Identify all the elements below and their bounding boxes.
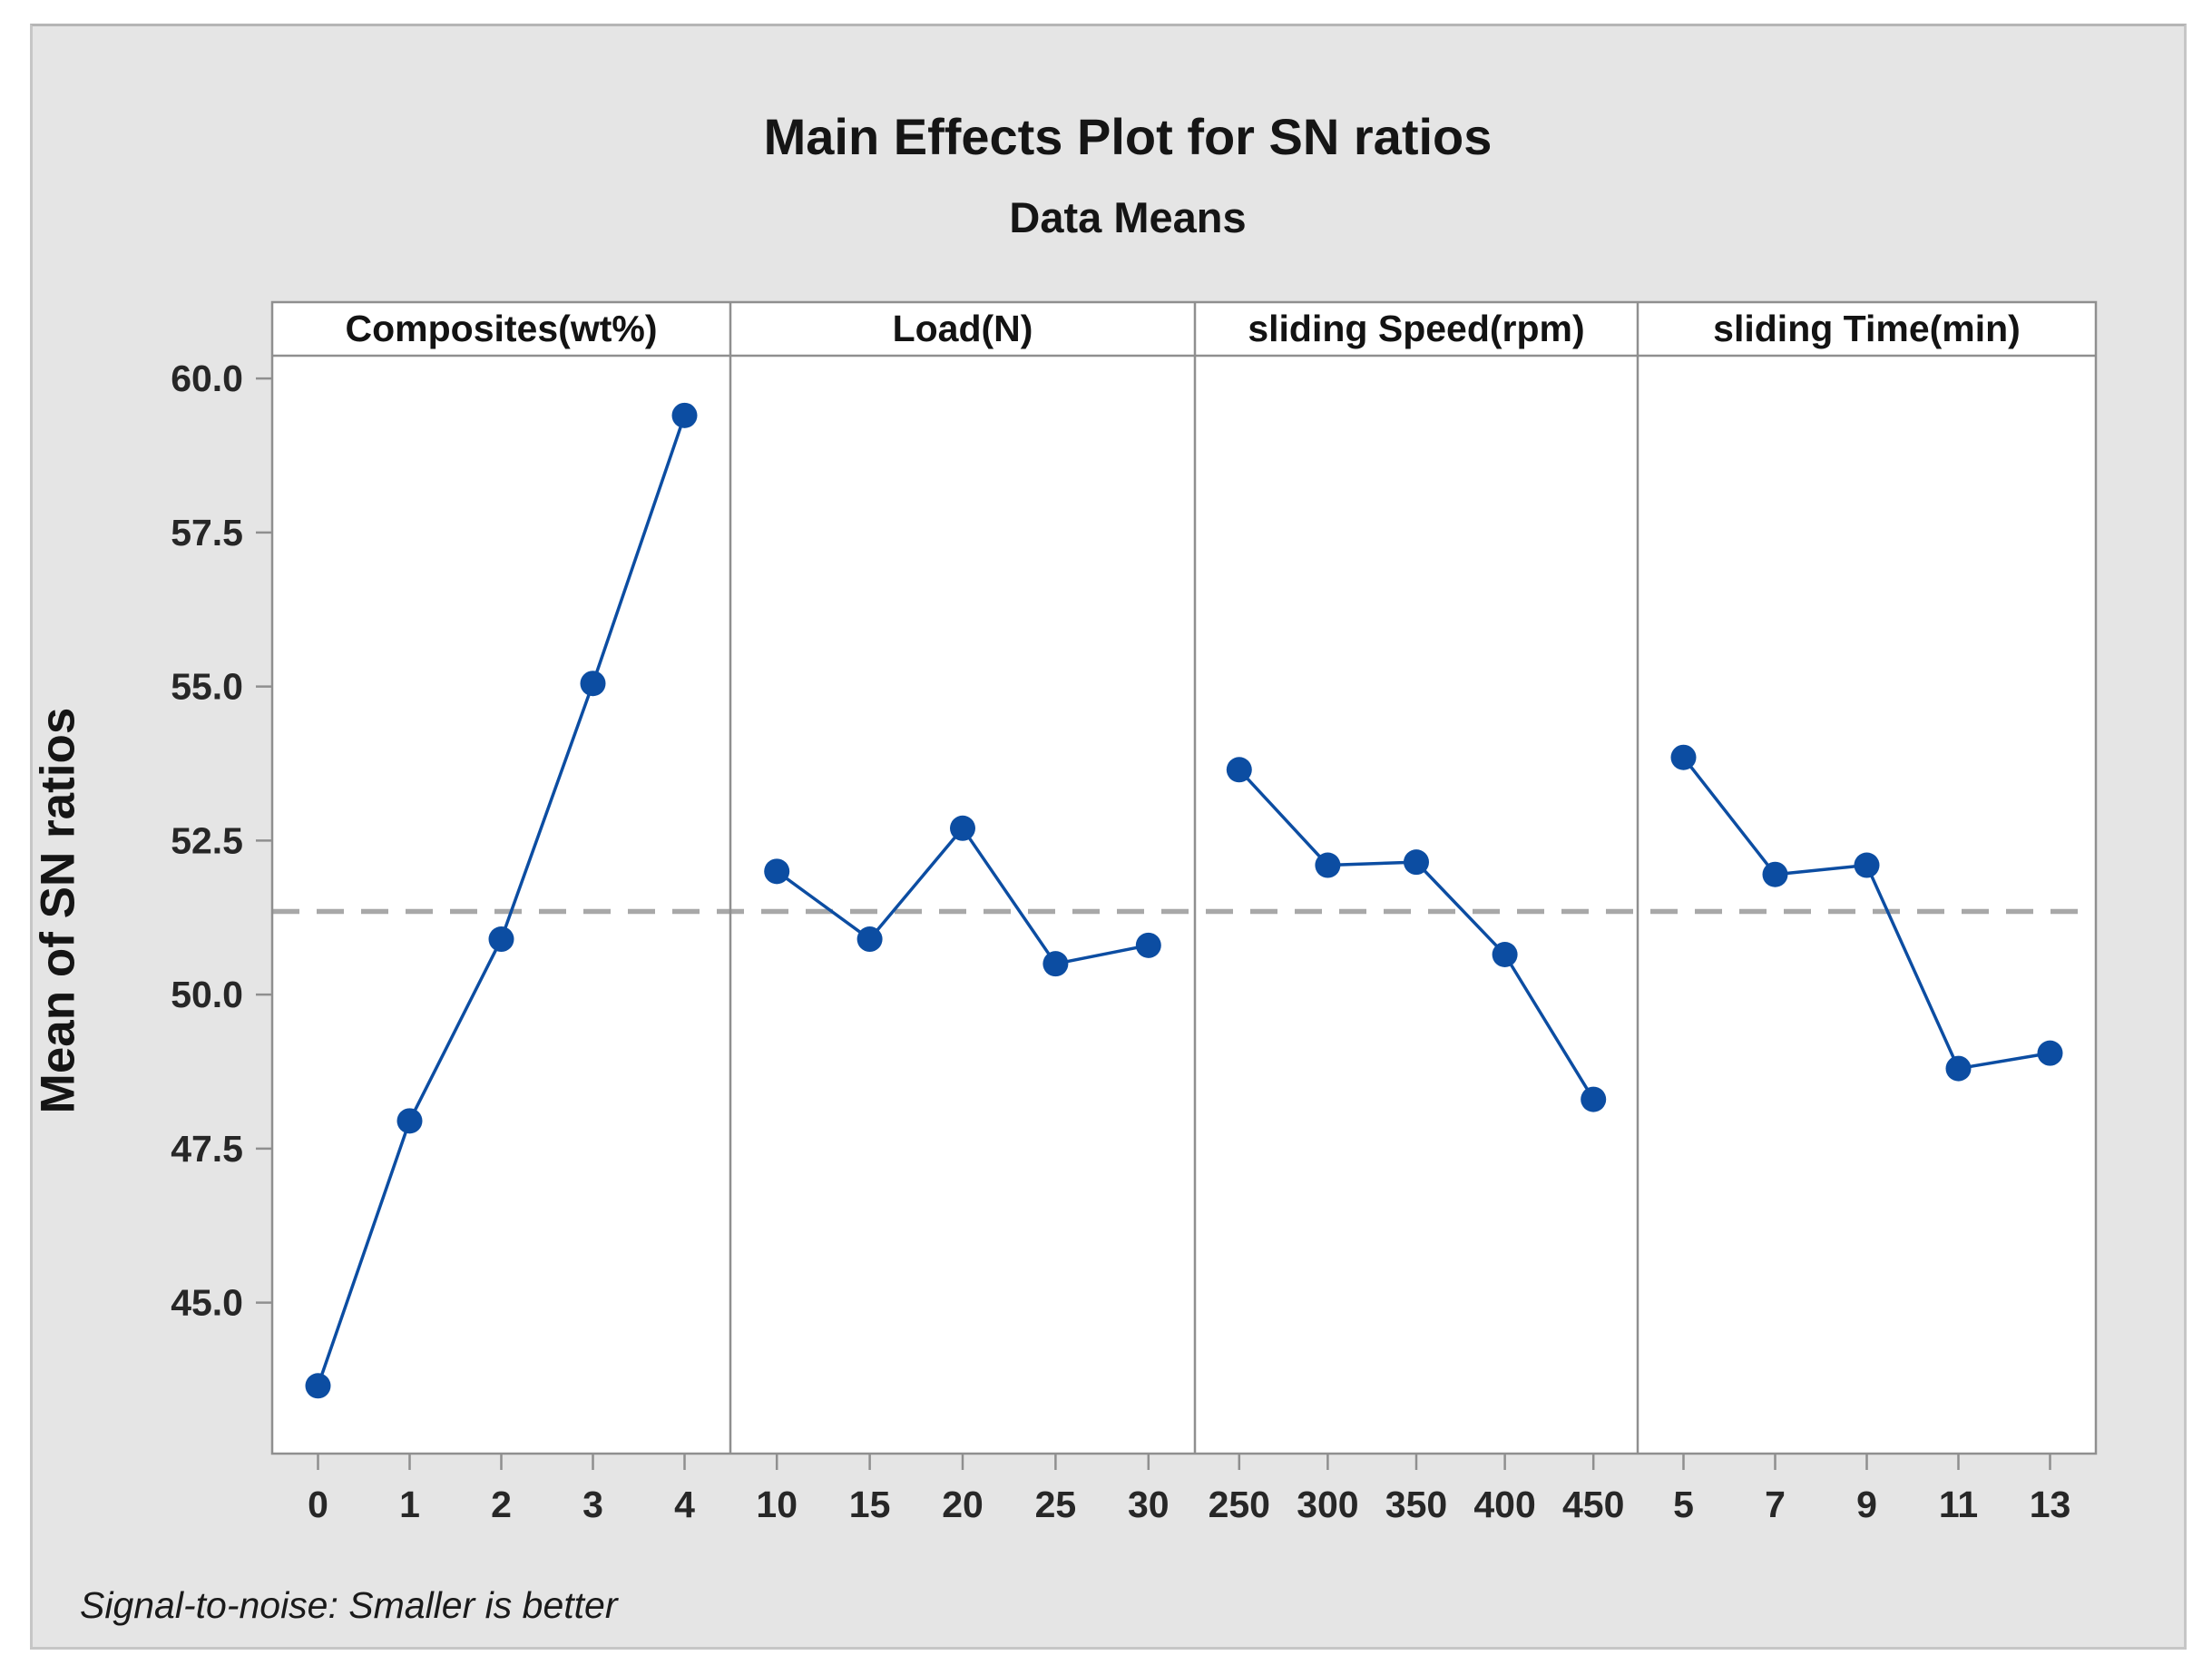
data-point <box>1226 757 1252 783</box>
y-tick-label: 57.5 <box>171 512 243 553</box>
data-point <box>1492 942 1518 967</box>
data-point <box>764 858 790 885</box>
data-point <box>1670 744 1697 770</box>
x-tick-label: 400 <box>1473 1484 1535 1525</box>
data-point <box>1315 852 1341 878</box>
x-tick-label: 7 <box>1765 1484 1786 1525</box>
data-point <box>1404 849 1429 876</box>
panel-strip-label: sliding Time(min) <box>1713 308 2021 349</box>
data-point <box>305 1373 331 1399</box>
x-tick-label: 350 <box>1385 1484 1447 1525</box>
x-tick-label: 20 <box>942 1484 984 1525</box>
x-tick-label: 11 <box>1939 1484 1978 1525</box>
chart-subtitle: Data Means <box>1009 193 1247 241</box>
x-tick-label: 10 <box>756 1484 798 1525</box>
x-tick-label: 25 <box>1035 1484 1077 1525</box>
plot-outer-border <box>270 300 2098 1455</box>
data-point <box>1135 932 1161 958</box>
y-tick-label: 47.5 <box>171 1128 243 1170</box>
data-point <box>1854 852 1880 878</box>
panel-strip-label: Composites(wt%) <box>346 308 658 349</box>
y-tick-label: 52.5 <box>171 819 243 861</box>
data-point <box>1581 1086 1607 1112</box>
data-point <box>1762 861 1788 887</box>
panel-strip-label: sliding Speed(rpm) <box>1248 308 1584 349</box>
x-tick-label: 13 <box>2030 1484 2071 1525</box>
x-tick-label: 1 <box>399 1484 420 1525</box>
footnote-signal-to-noise: Signal-to-noise: Smaller is better <box>80 1584 618 1626</box>
x-tick-label: 450 <box>1562 1484 1624 1525</box>
panel-strip-label: Load(N) <box>893 308 1033 349</box>
data-point <box>1945 1055 1972 1082</box>
data-point <box>488 926 514 953</box>
data-point <box>1042 951 1069 977</box>
x-tick-label: 3 <box>582 1484 603 1525</box>
data-point <box>856 926 883 953</box>
data-point <box>396 1108 423 1134</box>
chart-title: Main Effects Plot for SN ratios <box>763 108 1493 165</box>
x-tick-label: 15 <box>849 1484 891 1525</box>
x-tick-label: 30 <box>1128 1484 1170 1525</box>
x-tick-label: 2 <box>491 1484 512 1525</box>
data-point <box>950 815 975 841</box>
data-point <box>2037 1040 2063 1066</box>
y-tick-label: 55.0 <box>171 666 243 708</box>
x-tick-label: 9 <box>1856 1484 1877 1525</box>
y-tick-label: 45.0 <box>171 1282 243 1324</box>
y-tick-label: 60.0 <box>171 358 243 399</box>
x-tick-label: 5 <box>1673 1484 1694 1525</box>
x-tick-label: 4 <box>674 1484 695 1525</box>
x-tick-label: 0 <box>308 1484 328 1525</box>
data-point <box>580 671 606 697</box>
plot-background <box>272 302 2096 1454</box>
data-point <box>671 402 698 428</box>
x-tick-label: 250 <box>1209 1484 1270 1525</box>
x-tick-label: 300 <box>1297 1484 1358 1525</box>
y-tick-label: 50.0 <box>171 974 243 1015</box>
